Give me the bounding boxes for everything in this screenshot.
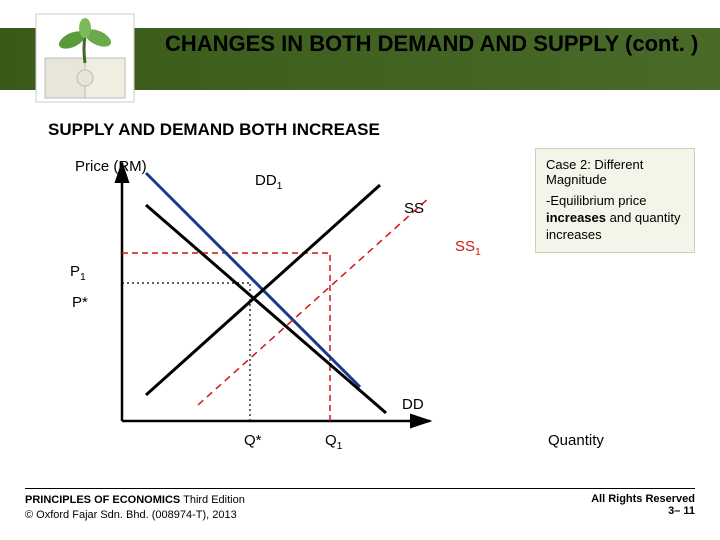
curve-label-ss: SS — [404, 200, 424, 217]
footer-copyright: © Oxford Fajar Sdn. Bhd. (008974-T), 201… — [25, 509, 237, 521]
quantity-label-q1: Q1 — [325, 432, 343, 452]
footer-rights: All Rights Reserved — [591, 493, 695, 505]
curve-label-dd1: DD1 — [255, 172, 283, 192]
puzzle-plant-icon — [30, 8, 140, 108]
callout-text-1: -Equilibrium price — [546, 193, 646, 208]
footer-right: All Rights Reserved 3– 11 — [591, 493, 695, 517]
callout-body: -Equilibrium price increases and quantit… — [546, 193, 684, 244]
supply-demand-chart — [60, 155, 490, 445]
slide-footer: PRINCIPLES OF ECONOMICS Third Edition © … — [25, 488, 695, 522]
curve-label-dd: DD — [402, 396, 424, 413]
callout-text-bold: increases — [546, 210, 606, 225]
slide-subtitle: SUPPLY AND DEMAND BOTH INCREASE — [48, 120, 380, 140]
quantity-label-qstar: Q* — [244, 432, 262, 449]
footer-book-title: PRINCIPLES OF ECONOMICS — [25, 494, 180, 506]
x-axis-label: Quantity — [548, 432, 604, 449]
footer-edition: Third Edition — [180, 494, 245, 506]
callout-title: Case 2: Different Magnitude — [546, 157, 684, 187]
curve-label-ss1: SS1 — [455, 238, 481, 258]
case-callout: Case 2: Different Magnitude -Equilibrium… — [535, 148, 695, 253]
price-label-pstar: P* — [72, 294, 88, 311]
price-label-p1: P1 — [70, 263, 86, 283]
footer-left: PRINCIPLES OF ECONOMICS Third Edition © … — [25, 493, 245, 522]
footer-page: 3– 11 — [668, 505, 695, 517]
slide-title: CHANGES IN BOTH DEMAND AND SUPPLY (cont.… — [165, 30, 698, 58]
